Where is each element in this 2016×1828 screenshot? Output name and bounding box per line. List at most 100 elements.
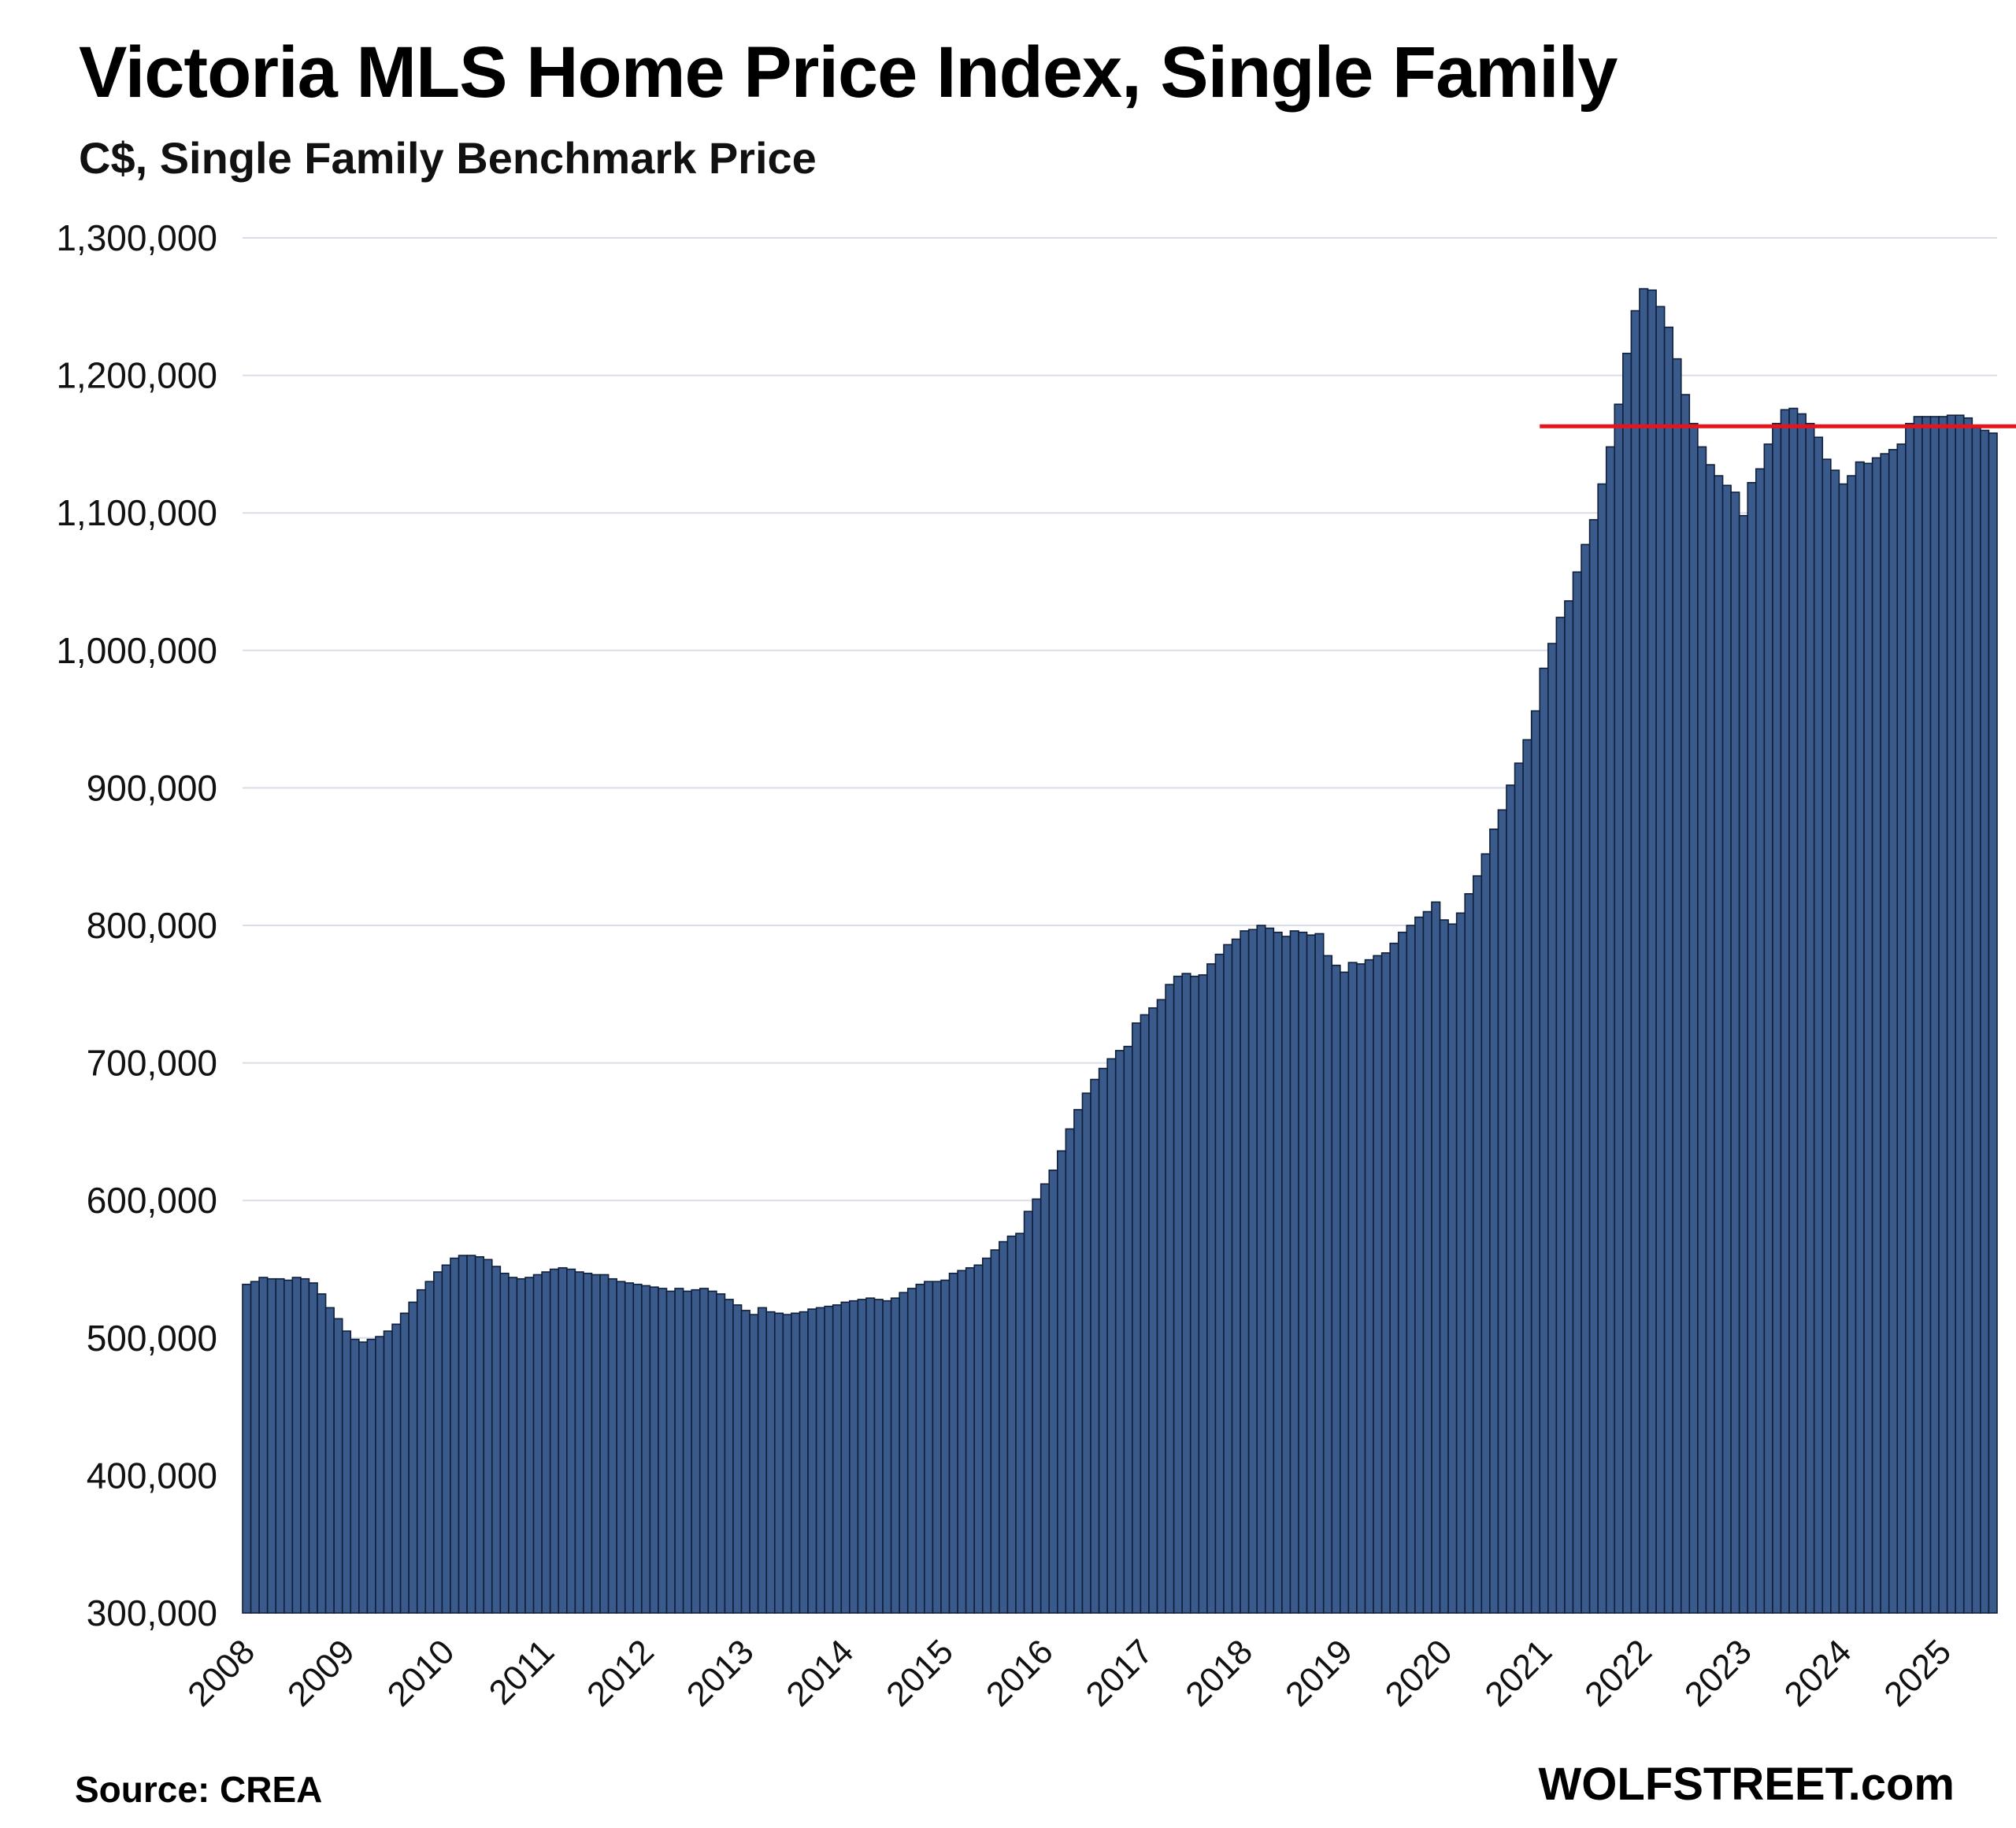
bar [1347,962,1358,1614]
bar [732,1304,743,1614]
x-axis: 2008 2009 2010 2011 2012 2013 2014 2015 2016 2017… [180,1632,1959,1714]
bar [1755,468,1766,1614]
bar [1971,427,1981,1614]
bar [757,1307,768,1614]
bar [1788,407,1799,1614]
bar [499,1272,510,1614]
x-tick-label: 2013 [680,1632,762,1714]
bar [275,1277,285,1614]
bar [317,1293,327,1614]
bar [450,1257,460,1614]
bar [1081,1092,1091,1614]
bar [1738,514,1749,1614]
bar [1680,394,1691,1614]
bar [1264,927,1275,1614]
bar [1863,462,1873,1614]
bar [948,1272,958,1614]
bar [707,1290,717,1614]
bar [1447,923,1458,1614]
bar [242,1283,252,1614]
bar [433,1271,443,1614]
bar [1073,1109,1084,1614]
bar [474,1255,485,1614]
bar [258,1277,269,1614]
bar [674,1288,684,1614]
bar [915,1283,925,1614]
bar [1090,1078,1100,1614]
bar [873,1299,884,1614]
bar [849,1300,859,1614]
bar [1148,1007,1158,1614]
bar [358,1341,369,1614]
bar [1539,667,1549,1614]
bar [682,1290,693,1614]
bar [1373,955,1383,1614]
bar [815,1307,825,1614]
bar [1189,975,1200,1614]
bar [574,1271,584,1614]
bar [1955,414,1965,1614]
chart-subtitle: C$, Single Family Benchmark Price [79,133,817,183]
x-tick-label: 2014 [779,1632,861,1714]
bar [724,1299,734,1614]
bar [341,1330,352,1614]
bar [1946,414,1956,1614]
bar [1913,416,1923,1614]
y-tick-label: 300,000 [87,1593,217,1633]
y-tick-label: 600,000 [87,1180,217,1221]
bar [1247,929,1258,1614]
bar [1830,469,1840,1614]
bar [691,1288,701,1614]
bar [1929,416,1940,1614]
bar [416,1288,427,1614]
bar [1198,974,1208,1614]
bar [1813,436,1824,1614]
bar [1655,306,1666,1614]
bar [1298,931,1308,1614]
bar [350,1338,360,1614]
bar [1114,1050,1125,1614]
x-tick-label: 2023 [1677,1632,1759,1714]
bar [1098,1067,1108,1614]
bar [1165,984,1175,1614]
bar [1796,413,1807,1614]
bar [558,1266,568,1614]
bar [1380,952,1391,1614]
bar [1057,1150,1067,1614]
bar [399,1312,410,1614]
bar [1397,931,1408,1614]
x-tick-label: 2017 [1079,1632,1161,1714]
bar [932,1281,942,1614]
bar [1547,643,1558,1614]
bar [1015,1233,1025,1614]
bar [1980,429,1990,1614]
y-tick-label: 500,000 [87,1318,217,1359]
bar [799,1311,809,1614]
bar [524,1277,535,1614]
bar [1455,912,1466,1614]
bar [1988,432,1998,1614]
bar [740,1310,750,1614]
bar [1480,853,1491,1614]
bar [1048,1169,1058,1614]
bar [749,1314,759,1614]
bar [1630,310,1640,1614]
bar [1464,893,1474,1614]
bar [1888,449,1899,1614]
bar [1497,809,1507,1614]
bar [641,1285,651,1614]
bar [1439,919,1449,1614]
bar [924,1281,934,1614]
bar [1322,955,1333,1614]
bar [1663,326,1673,1614]
bar [1106,1058,1117,1614]
bar [283,1279,294,1614]
x-tick-label: 2019 [1278,1632,1360,1714]
bar [1905,422,1915,1614]
bar [665,1290,676,1614]
bar [973,1264,984,1614]
bar [1389,942,1399,1614]
bar [1605,446,1616,1614]
bar [1572,571,1582,1614]
